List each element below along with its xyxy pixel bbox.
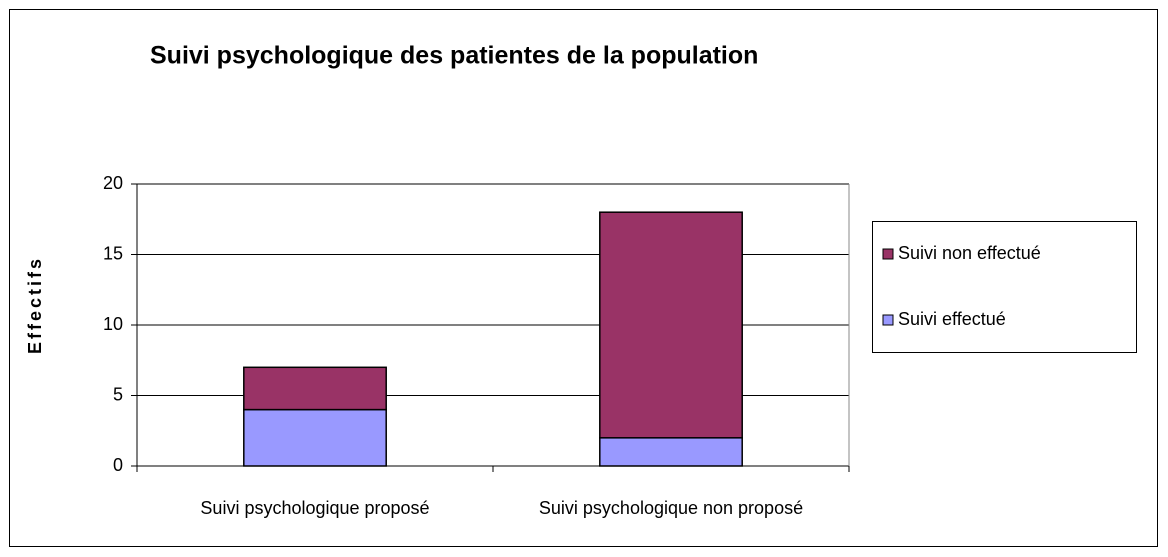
y-tick-label: 5 bbox=[113, 384, 123, 404]
x-tick-label: Suivi psychologique proposé bbox=[200, 498, 429, 518]
bar bbox=[243, 366, 387, 411]
y-axis-label: Effectifs bbox=[25, 256, 45, 354]
bar bbox=[599, 437, 743, 467]
y-tick-label: 10 bbox=[103, 314, 123, 334]
y-tick-label: 15 bbox=[103, 243, 123, 263]
y-tick-label: 20 bbox=[103, 173, 123, 193]
legend-swatch bbox=[882, 314, 894, 326]
bar bbox=[599, 211, 743, 439]
x-tick-label: Suivi psychologique non proposé bbox=[539, 498, 803, 518]
legend-swatch bbox=[882, 248, 894, 260]
legend-label: Suivi non effectué bbox=[898, 243, 1041, 263]
legend-box bbox=[872, 221, 1137, 353]
legend-label: Suivi effectué bbox=[898, 309, 1006, 329]
chart-title: Suivi psychologique des patientes de la … bbox=[150, 42, 758, 70]
bar bbox=[243, 408, 387, 467]
y-tick-label: 0 bbox=[113, 455, 123, 475]
